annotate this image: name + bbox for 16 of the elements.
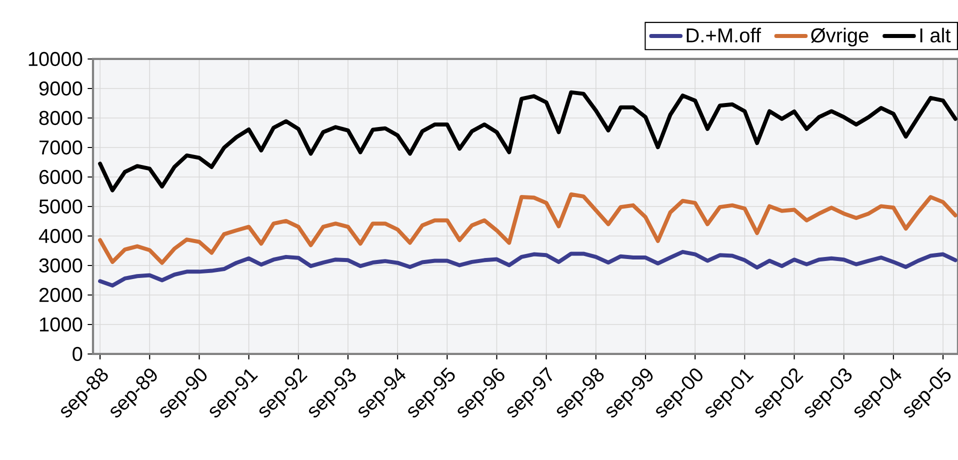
- y-tick-label: 0: [72, 346, 82, 362]
- y-tick-label: 3000: [39, 258, 82, 273]
- y-tick-label: 8000: [39, 110, 82, 126]
- line-series: [98, 250, 958, 288]
- y-tick-label: 6000: [40, 170, 82, 184]
- y-tick-label: 2000: [39, 288, 82, 302]
- y-tick-label: 4000: [38, 228, 82, 244]
- legend-label: I alt: [920, 28, 951, 42]
- y-tick-label: 9000: [39, 81, 82, 96]
- legend-label: D.+M.off: [686, 28, 762, 42]
- legend-label: Øvrige: [811, 28, 868, 46]
- y-tick-label: 1000: [40, 317, 82, 332]
- y-tick-label: 5000: [39, 199, 82, 214]
- line-series: [98, 90, 958, 192]
- y-tick-label: 7000: [40, 140, 82, 155]
- y-tick-label: 10000: [28, 52, 82, 66]
